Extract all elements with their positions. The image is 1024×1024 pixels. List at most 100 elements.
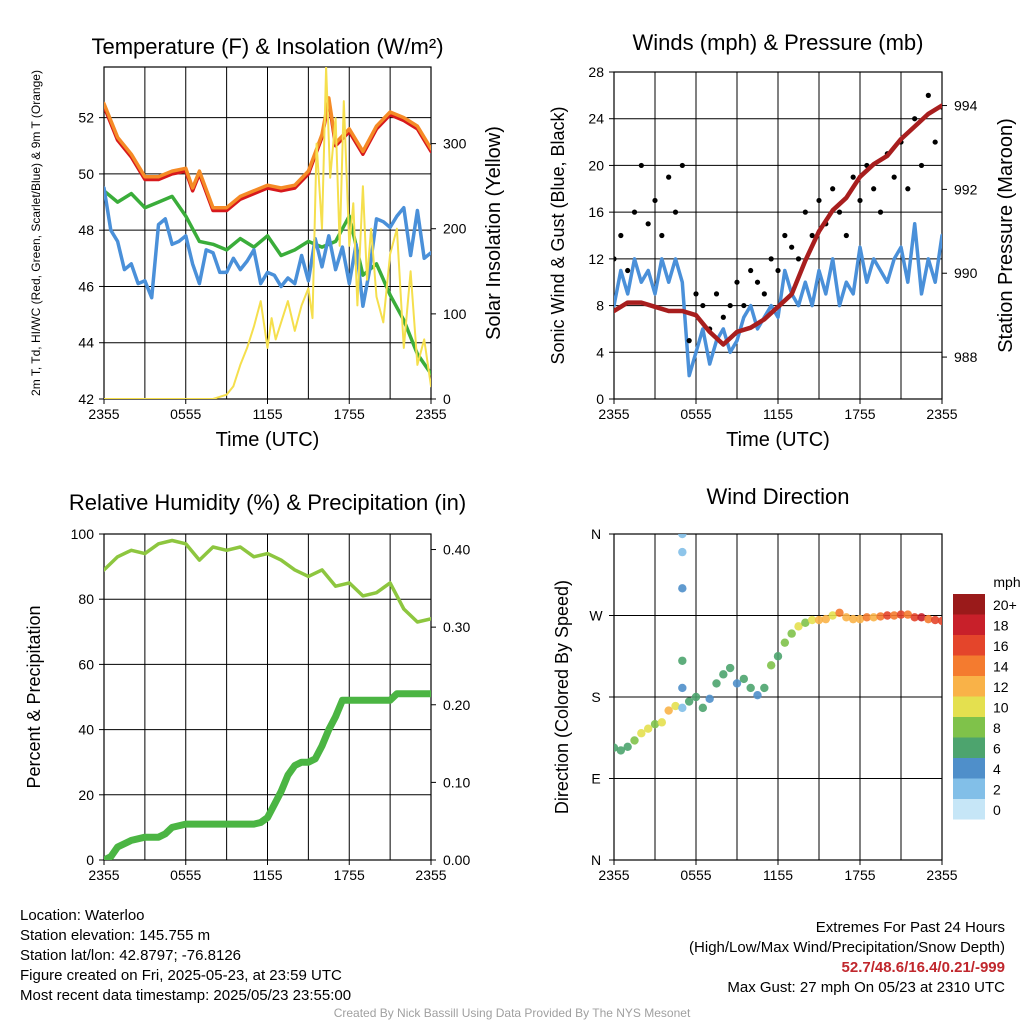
direction-point: [814, 615, 824, 625]
y-tick-label: 0: [596, 391, 604, 407]
direction-point: [623, 742, 632, 752]
y-right-tick-label: 0.20: [443, 697, 470, 713]
series-point: [802, 209, 808, 215]
direction-point: [616, 746, 626, 755]
legend-label: 18: [993, 618, 1009, 634]
latlon-text: Station lat/lon: 42.8797; -76.8126: [20, 947, 242, 964]
series-point: [932, 139, 938, 145]
series-point: [925, 92, 931, 98]
series-point: [618, 232, 624, 239]
direction-point: [903, 610, 913, 619]
direction-point: [678, 547, 687, 557]
y-tick-label: 100: [71, 526, 95, 542]
legend-swatch: [953, 778, 985, 799]
x-tick-label: 1755: [844, 867, 875, 883]
series-line: [104, 690, 431, 860]
series-point: [918, 162, 925, 169]
credit-text: Created By Nick Bassill Using Data Provi…: [333, 1006, 691, 1020]
y-tick-label: W: [589, 608, 603, 624]
series-point: [754, 279, 761, 285]
direction-point: [698, 703, 708, 713]
chart-panel-2: 2355 0555 1155 1755 235504812162024289889909…: [548, 30, 1017, 451]
series-line: [104, 538, 431, 624]
x-tick-label: 0555: [170, 406, 201, 422]
series-point: [775, 267, 781, 274]
legend-label: 16: [993, 638, 1009, 654]
chart-title: Wind Direction: [706, 484, 849, 509]
series-group: [614, 92, 942, 378]
x-tick-label: 2355: [926, 406, 957, 422]
created-text: Figure created on Fri, 2025-05-23, at 23…: [20, 967, 342, 984]
y-tick-label: N: [591, 852, 601, 868]
location-text: Location: Waterloo: [20, 907, 145, 924]
series-point: [713, 291, 720, 297]
y-right-tick-label: 300: [443, 136, 467, 152]
y-tick-label: 4: [596, 344, 604, 360]
legend-label: 14: [993, 659, 1009, 675]
direction-point: [869, 613, 878, 622]
direction-point: [657, 718, 667, 727]
y-tick-label: 20: [588, 157, 604, 173]
x-axis-label: Time (UTC): [216, 429, 320, 451]
y-right-axis-label: Station Pressure (Maroon): [995, 118, 1017, 353]
direction-point: [705, 694, 714, 704]
y-right-tick-label: 988: [954, 349, 978, 365]
legend-swatch: [953, 614, 985, 635]
series-point: [666, 174, 672, 180]
x-axis-label: Time (UTC): [726, 429, 830, 451]
series-point: [659, 232, 665, 239]
legend-swatch: [953, 717, 985, 738]
y-tick-label: 40: [78, 722, 94, 738]
x-tick-label: 0555: [680, 406, 711, 422]
x-tick-label: 0555: [170, 867, 201, 883]
direction-point: [930, 615, 940, 625]
legend-swatch: [953, 696, 985, 717]
series-point: [816, 197, 822, 204]
direction-point: [684, 697, 694, 706]
direction-point: [739, 674, 749, 684]
chart-panel-3: 2355 0555 1155 1755 23550204060801000.000.10…: [24, 490, 470, 883]
y-right-tick-label: 200: [443, 221, 467, 237]
y-tick-label: 28: [588, 64, 604, 80]
direction-point: [862, 613, 872, 622]
x-tick-label: 0555: [680, 867, 711, 883]
direction-point: [835, 608, 844, 617]
series-point: [720, 314, 726, 320]
chart-title: Temperature (F) & Insolation (W/m²): [91, 34, 443, 59]
extremes-panel: Extremes For Past 24 Hours (High/Low/Max…: [689, 918, 1005, 998]
series-point: [850, 174, 856, 180]
legend-label: 0: [993, 802, 1001, 818]
legend-swatch: [953, 635, 985, 656]
direction-point: [678, 683, 687, 693]
series-point: [891, 174, 897, 180]
series-point: [638, 162, 644, 169]
legend-swatch: [953, 758, 985, 779]
y-right-tick-label: 990: [954, 265, 978, 281]
series-point: [625, 267, 631, 274]
y-right-tick-label: 100: [443, 306, 467, 322]
y-right-tick-label: 994: [954, 98, 978, 114]
series-point: [614, 256, 617, 262]
direction-point: [643, 724, 653, 733]
series-point: [843, 232, 849, 239]
direction-point: [896, 610, 906, 619]
x-tick-label: 1755: [334, 867, 365, 883]
plot-frame: [613, 533, 943, 861]
series-point: [700, 302, 706, 309]
series-point: [768, 256, 774, 262]
direction-point: [664, 706, 673, 715]
x-tick-label: 1155: [252, 867, 282, 883]
y-tick-label: 50: [78, 166, 94, 182]
direction-point: [876, 612, 885, 621]
y-tick-label: 42: [78, 391, 94, 407]
series-point: [761, 291, 767, 297]
series-point: [830, 186, 836, 192]
legend-label: 20+: [993, 597, 1017, 613]
series-line: [104, 186, 431, 308]
direction-point: [848, 614, 858, 624]
y-right-tick-label: 0.40: [443, 542, 470, 558]
series-point: [877, 209, 884, 215]
direction-point: [910, 613, 919, 622]
y-tick-label: 24: [588, 111, 604, 127]
x-tick-label: 2355: [598, 406, 629, 422]
